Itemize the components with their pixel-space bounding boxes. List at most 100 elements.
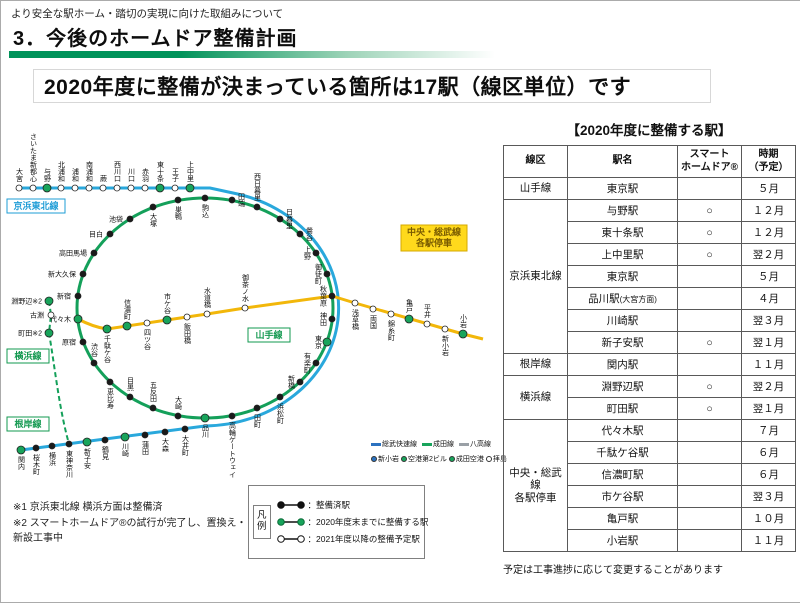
station-label: 上中里 [187,160,195,182]
period-cell: ６月 [741,463,796,486]
station-dot [141,184,149,192]
station-dot [90,249,98,257]
legend-items: ：整備済駅 ：2020年度末までに整備する駅 ：2021年度以降の整備予定駅 [271,499,429,545]
station-name-cell: 信濃町駅 [567,463,678,486]
station-dot [423,320,431,328]
station-label: 品川 [202,424,210,438]
station-dot [328,292,336,300]
period-cell: 翌３月 [741,309,796,332]
station-label: 代々木 [50,315,71,324]
smart-door-cell: ○ [677,375,742,398]
legend-title: 凡例 [253,505,271,539]
table-row: 亀戸駅 １０月 [504,507,796,530]
footnotes: ※1 京浜東北線 横浜方面は整備済 ※2 スマートホームドア®の試行が完了し、置換… [13,500,251,547]
station-dot [74,292,82,300]
other-lines-stations: 新小岩 空港第2ビル 成田空港 拝島 [371,454,507,464]
station-label: 町田※2 [18,330,42,338]
table-row: 町田駅 ○ 翌１月 [504,397,796,420]
station-label: 新小岩 [442,334,450,357]
station-label: 神田 [320,311,328,327]
station-name-cell: 東京駅 [567,177,678,200]
other-station-name: 拝島 [492,456,507,463]
station-dot [101,436,109,444]
subtitle-text: 2020年度に整備が決まっている箇所は17駅（線区単位）です [44,76,632,99]
station-dot [228,412,236,420]
line-name-cell: 根岸線 [503,353,568,376]
station-dot [126,215,134,223]
line-yamanote [75,196,335,420]
station-dot [71,184,79,192]
station-table-body: 山手線 東京駅 ５月 京浜東北線 与野駅 ○ １２月 東十条駅 ○ １２月 上中里駅 ○ 翌２月 東京駅 ５… [503,177,796,552]
station-label: 桜木町 [33,453,41,475]
table-footnote: 予定は工事進捗に応じて変更することがあります [503,565,723,576]
svg-text:中央・総武線: 中央・総武線 [407,226,461,237]
other-station-name: 新小岩 [378,456,399,463]
station-label: 上野 [304,245,312,260]
smart-door-cell [677,353,742,376]
title-underline [9,51,495,58]
smart-door-cell [677,177,742,200]
other-line-name: 成田線 [433,441,454,448]
station-label: 川崎 [122,443,130,457]
period-cell: １２月 [741,199,796,222]
station-dot [183,313,191,321]
station-dot-icon [448,456,455,462]
line-color-icon [422,442,432,446]
station-dot [201,194,209,202]
station-name-cell: 千駄ケ谷駅 [567,441,678,464]
station-label: 四ツ谷 [144,329,152,351]
station-label: 横浜 [49,451,57,467]
station-dot [253,203,261,211]
table-row: 横浜線 淵野辺駅 ○ 翌２月 [503,375,796,420]
period-cell: ５月 [741,177,796,200]
smart-door-cell [677,309,742,332]
station-dot [85,184,93,192]
svg-text:各駅停車: 各駅停車 [415,237,452,248]
period-cell: 翌３月 [741,485,796,508]
station-dot [122,321,132,331]
station-dot-icon [485,456,492,462]
smart-door-cell [677,463,742,486]
smart-door-cell [677,265,742,288]
station-label: 新大久保 [48,270,76,279]
station-name-cell: 与野駅 [567,199,678,222]
station-label: 巣鴨 [175,205,183,221]
line-label: 横浜線 [6,348,50,364]
table-row: 根岸線 関内駅 １１月 [503,353,796,376]
station-dot [200,413,210,423]
station-label: 渋谷 [91,342,99,358]
smart-door-cell [677,529,742,552]
table-row: 東十条駅 ○ １２月 [504,221,796,244]
station-dot [47,311,55,319]
station-dot [441,325,449,333]
station-label: 大塚 [150,212,158,228]
station-label: 小岩 [460,313,468,329]
footnote: ※2 スマートホームドア®の試行が完了し、置換え・新設工事中 [13,517,247,545]
plan-panel: 【2020年度に整備する駅】 線区 駅名 スマート ホームドア® 時期 （予定） 山手… [503,119,796,576]
smart-door-cell [677,507,742,530]
station-dot [296,378,304,386]
other-line-station: 拝島 [485,454,507,464]
station-dot [369,305,377,313]
line-color-icon [459,442,469,446]
station-table: 線区 駅名 スマート ホームドア® 時期 （予定） 山手線 東京駅 ５月 京浜東北線 与野駅 ○… [503,145,796,552]
station-dot [42,183,52,193]
column-header: スマート ホームドア® [677,145,742,178]
station-dot [228,196,236,204]
station-label: 目黒 [127,377,135,392]
smart-door-cell: ○ [677,397,742,420]
line-keihin-tohoku [19,186,341,452]
station-dot [127,184,135,192]
other-line-station: 空港第2ビル [401,454,447,464]
smart-door-cell: ○ [677,243,742,266]
legend-item: ：2021年度以降の整備予定駅 [276,533,429,545]
svg-text:横浜線: 横浜線 [14,350,41,361]
station-dot [322,337,332,347]
station-label: 大井町 [182,434,190,456]
station-dot [181,425,189,433]
table-row: 川崎駅 翌３月 [504,309,796,332]
station-label: 錦糸町 [388,319,396,341]
station-name-cell: 代々木駅 [567,419,678,442]
